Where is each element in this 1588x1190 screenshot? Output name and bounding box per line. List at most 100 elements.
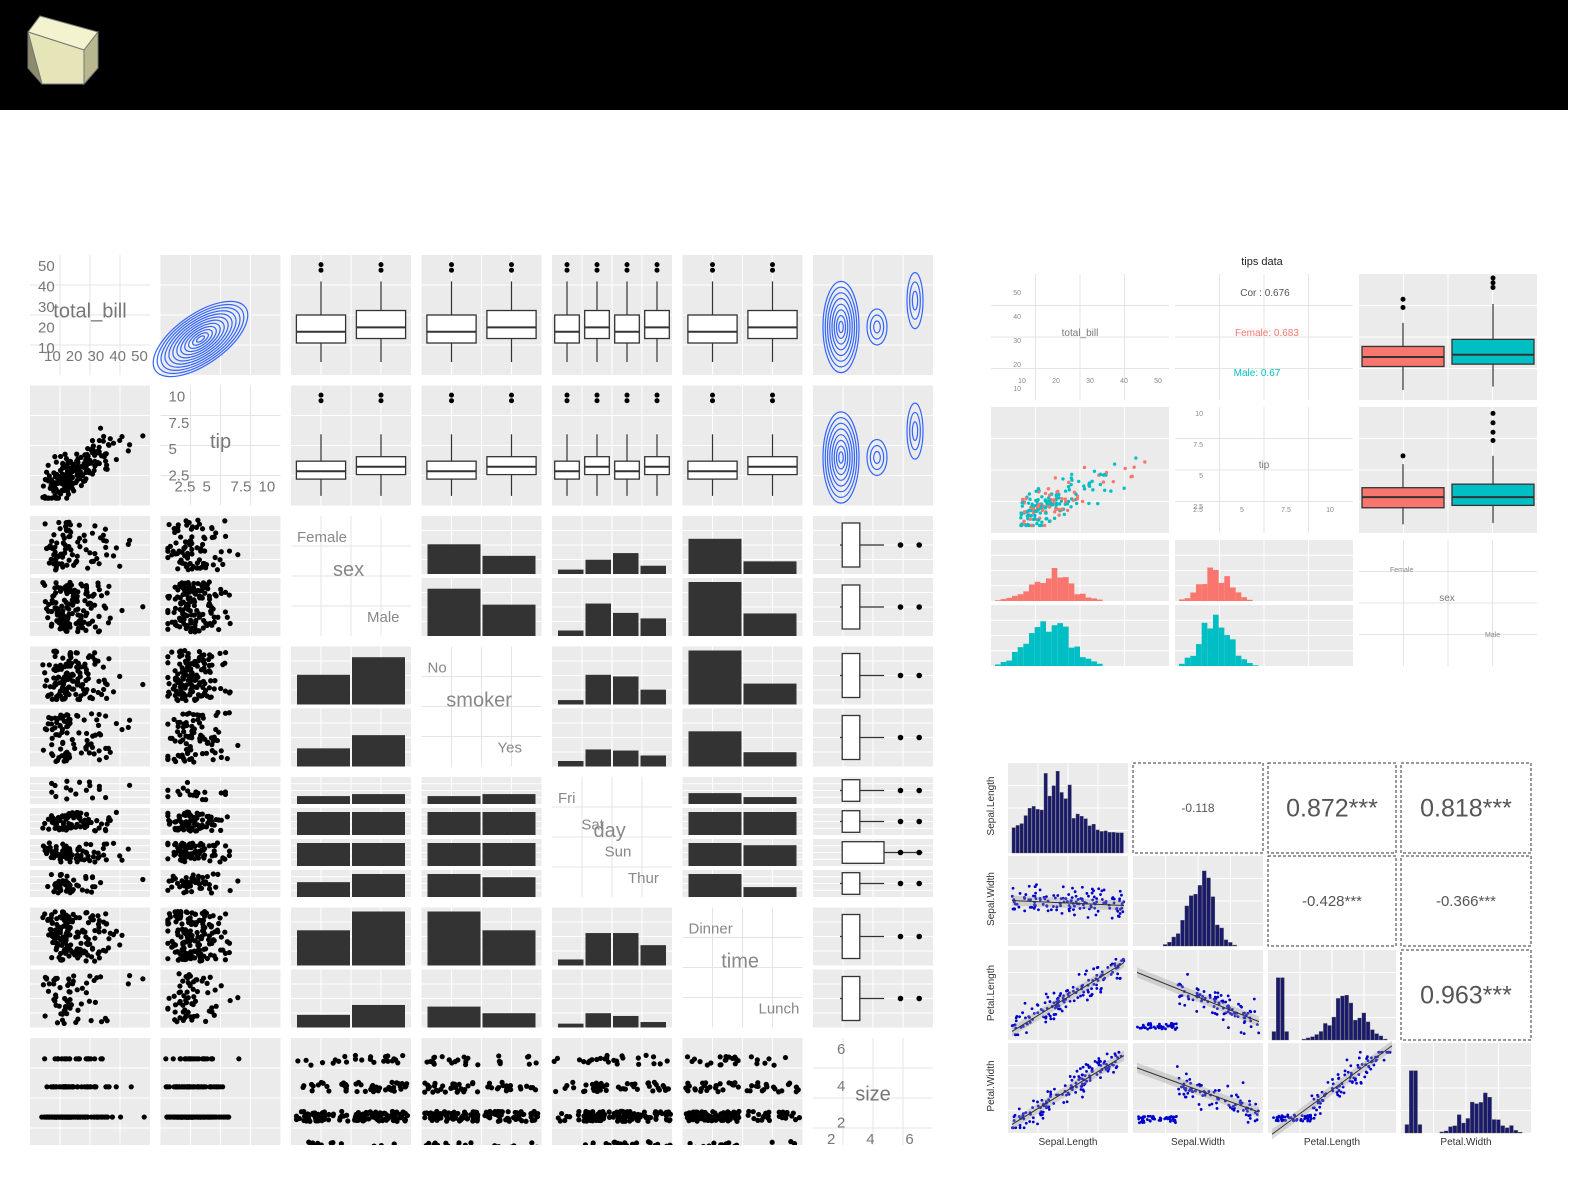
data-point [206,882,212,888]
data-point [58,746,64,752]
histogram-bar [1067,784,1072,854]
jitter-point [492,1108,498,1115]
data-point [90,917,97,923]
data-point [63,628,69,634]
data-point [53,696,59,702]
data-point [1082,484,1086,488]
data-point [179,946,185,953]
outlier-point [916,542,922,548]
jitter-point [597,1083,603,1089]
data-point [166,817,172,823]
axis-tick-label: 50 [1154,378,1162,385]
count-bar [613,750,639,767]
data-point [187,692,193,698]
female-hist-bar [995,600,1001,601]
histogram-bar [1043,773,1048,854]
data-point [68,660,75,667]
female-hist-bar [1074,594,1080,601]
jitter-point [564,1113,570,1120]
data-point [58,623,64,629]
matrix-cell-total_bill-size [813,255,933,375]
jitter-point [734,1118,740,1124]
data-point [69,810,75,816]
data-point [105,620,112,626]
count-bar [613,933,639,966]
data-point [174,696,180,702]
outlier-point [897,734,904,741]
data-point [172,909,178,915]
jitter-point [623,1142,630,1145]
data-point [82,824,88,831]
male-hist-bar [1046,631,1052,666]
variable-name-label: tip [1259,460,1270,471]
density-contour [152,300,249,378]
data-point [56,825,62,831]
data-point [177,661,183,667]
matrix-cell-time-total_bill [30,907,150,1028]
count-bar [558,1023,584,1028]
jitter-point [610,1114,617,1120]
correlation-label: 0.818*** [1420,794,1512,822]
data-point [178,819,184,825]
data-point [177,753,183,759]
data-point [1081,898,1084,902]
data-point [58,666,64,672]
jitter-point [442,1089,448,1095]
jitter-point [368,1054,374,1060]
data-point [85,1056,92,1062]
data-point [103,458,109,464]
data-point [83,547,89,553]
data-point [81,717,87,723]
jitter-point [373,1085,379,1091]
data-point [67,458,74,464]
data-point [178,913,184,919]
data-point [192,879,199,886]
density-contour [906,271,924,330]
data-point [89,795,96,801]
jitter-point [692,1087,698,1093]
jitter-point [710,1109,716,1115]
data-point [126,442,133,448]
data-point [88,889,95,895]
jitter-point [326,1088,332,1094]
matrix-cell-tip-total_bill [30,385,150,506]
data-point [1013,907,1017,911]
data-point [1019,511,1023,515]
data-point [97,535,104,541]
data-point [82,929,88,935]
jitter-point [750,1109,756,1115]
data-point [225,1114,231,1120]
jitter-point [507,1083,514,1089]
outlier-point [654,262,660,268]
jitter-point [621,1117,627,1123]
jitter-point [687,1140,693,1145]
data-point [103,713,109,719]
female-hist-bar [1006,597,1012,601]
data-point [205,820,211,826]
axis-tick-label: 10 [44,348,61,365]
count-bar [482,794,536,804]
data-point [140,976,146,982]
data-point [1118,899,1121,903]
data-point [172,1002,179,1008]
data-point [40,843,46,849]
count-bar [352,911,405,966]
outlier-point [897,880,904,887]
data-point [174,1084,180,1090]
variable-name-label: tip [210,431,231,453]
data-point [64,487,70,494]
data-point [48,608,55,615]
data-point [202,590,208,596]
density-contour [873,450,881,465]
data-point [166,521,172,528]
data-point [89,471,96,477]
density-contour [906,402,924,460]
variable-name-label: smoker [446,690,512,712]
data-point [85,920,92,926]
data-point [64,778,70,784]
data-point [202,690,208,696]
jitter-point [661,1084,667,1090]
jitter-point [484,1112,490,1118]
data-point [56,477,62,483]
